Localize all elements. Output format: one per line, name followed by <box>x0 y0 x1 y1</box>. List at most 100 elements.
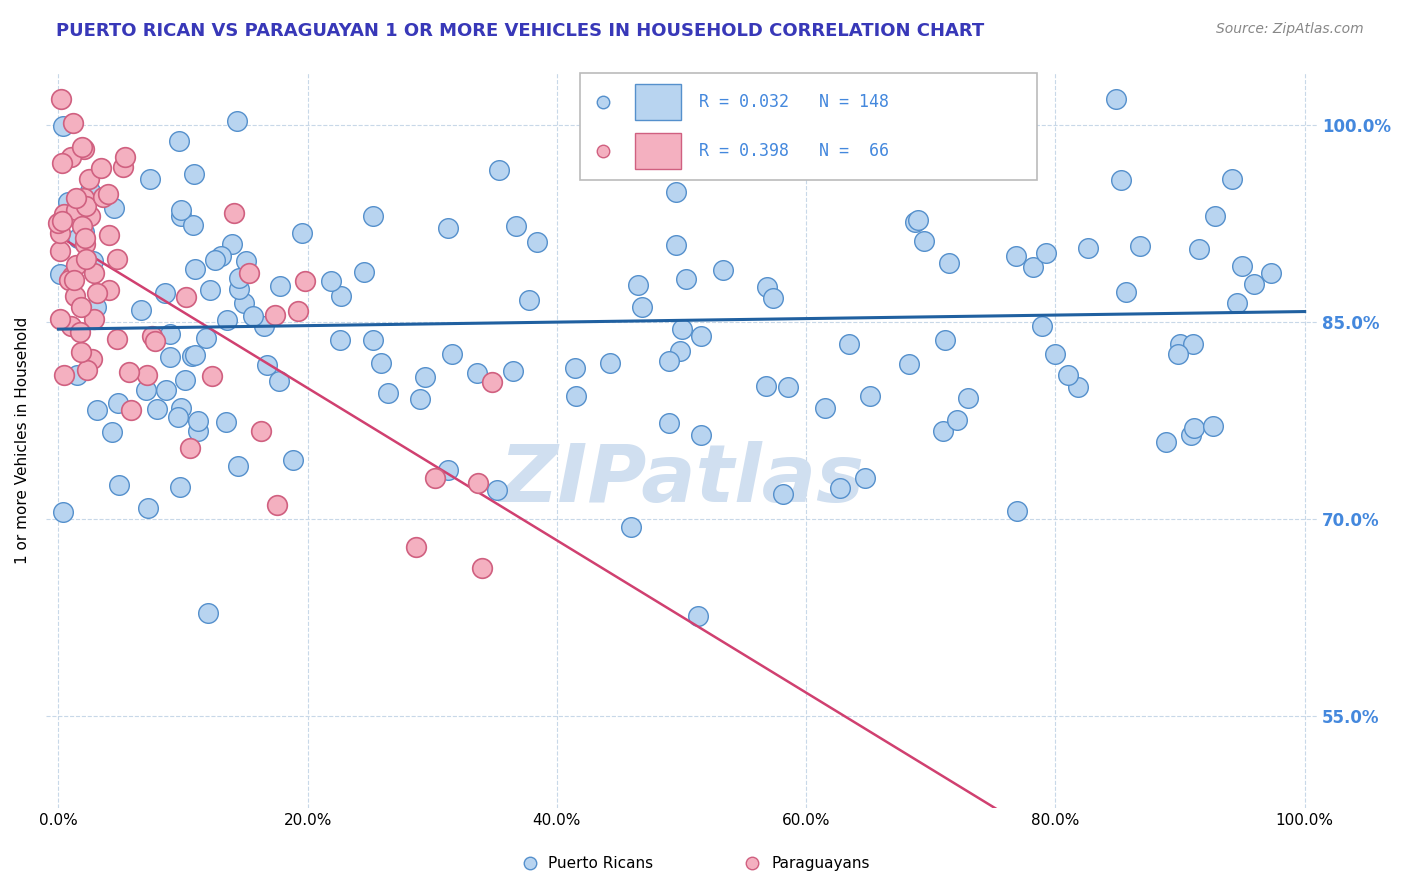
Point <box>946 413 969 427</box>
Point <box>630 300 652 314</box>
Point <box>63 289 86 303</box>
Point <box>108 478 131 492</box>
Point <box>52 207 75 221</box>
Point <box>70 140 93 154</box>
Point <box>912 234 935 248</box>
Point <box>97 187 120 202</box>
Point <box>690 428 713 442</box>
Point <box>181 219 204 233</box>
Point <box>51 214 73 228</box>
Point <box>1180 427 1202 442</box>
Point <box>73 191 96 205</box>
Point <box>505 219 527 233</box>
Point <box>169 401 191 416</box>
Point <box>471 561 494 575</box>
Text: PUERTO RICAN VS PARAGUAYAN 1 OR MORE VEHICLES IN HOUSEHOLD CORRELATION CHART: PUERTO RICAN VS PARAGUAYAN 1 OR MORE VEH… <box>56 22 984 40</box>
Point <box>70 300 93 314</box>
Point <box>665 238 688 252</box>
Point <box>63 273 86 287</box>
Point <box>139 172 162 186</box>
Point <box>67 230 90 244</box>
Text: ZIPatlas: ZIPatlas <box>499 441 865 519</box>
Point <box>1202 419 1225 434</box>
Point <box>105 252 128 266</box>
Point <box>183 167 205 181</box>
Point <box>60 268 83 283</box>
Point <box>755 378 778 392</box>
Point <box>159 326 181 341</box>
Point <box>281 453 304 467</box>
Point <box>69 326 91 340</box>
Point <box>167 134 190 148</box>
Text: Source: ZipAtlas.com: Source: ZipAtlas.com <box>1216 22 1364 37</box>
Point <box>1154 434 1177 449</box>
Point <box>858 389 880 403</box>
Point <box>105 332 128 346</box>
Point <box>1182 337 1205 351</box>
Point <box>48 312 70 326</box>
Point <box>59 150 82 164</box>
Point <box>1220 172 1243 186</box>
Point <box>686 609 709 624</box>
Point <box>73 142 96 156</box>
Point <box>1005 504 1028 518</box>
Point <box>710 141 733 155</box>
Point <box>1167 347 1189 361</box>
Point <box>652 92 675 106</box>
Point <box>1043 346 1066 360</box>
Point <box>776 380 799 394</box>
Point <box>437 463 460 477</box>
Point <box>221 237 243 252</box>
Point <box>1109 172 1132 186</box>
Point <box>1105 92 1128 106</box>
Point <box>690 329 713 343</box>
Point <box>1005 249 1028 263</box>
Text: Paraguayans: Paraguayans <box>770 855 869 871</box>
Point <box>1031 319 1053 334</box>
Point <box>620 520 643 534</box>
Point <box>49 244 72 259</box>
Point <box>228 270 250 285</box>
Point <box>143 334 166 348</box>
Point <box>84 300 107 314</box>
Point <box>136 368 159 382</box>
Point <box>79 184 101 198</box>
Point <box>58 273 80 287</box>
Point <box>1115 285 1137 299</box>
Point <box>405 540 427 554</box>
Point <box>1077 241 1099 255</box>
Point <box>269 278 291 293</box>
Point <box>772 487 794 501</box>
Point <box>169 203 191 218</box>
Point <box>114 150 136 164</box>
Point <box>415 370 437 384</box>
Point <box>907 213 929 227</box>
Point <box>256 359 278 373</box>
Point <box>329 288 352 302</box>
Point <box>1129 239 1152 253</box>
Point <box>287 304 309 318</box>
Point <box>159 350 181 364</box>
Point <box>195 331 218 345</box>
Point <box>111 160 134 174</box>
Point <box>82 253 104 268</box>
Point <box>73 237 96 252</box>
Point <box>138 500 160 515</box>
Point <box>941 92 963 106</box>
Point <box>242 309 264 323</box>
Point <box>1243 277 1265 291</box>
Point <box>174 373 197 387</box>
Point <box>75 199 97 213</box>
Point <box>179 441 201 455</box>
Point <box>565 389 588 403</box>
Point <box>269 374 291 388</box>
Point <box>481 375 503 389</box>
Point <box>1035 245 1057 260</box>
Point <box>264 308 287 322</box>
Point <box>97 283 120 297</box>
Point <box>226 458 249 473</box>
Point <box>377 386 399 401</box>
Point <box>222 206 245 220</box>
Point <box>440 347 463 361</box>
Point <box>52 368 75 383</box>
